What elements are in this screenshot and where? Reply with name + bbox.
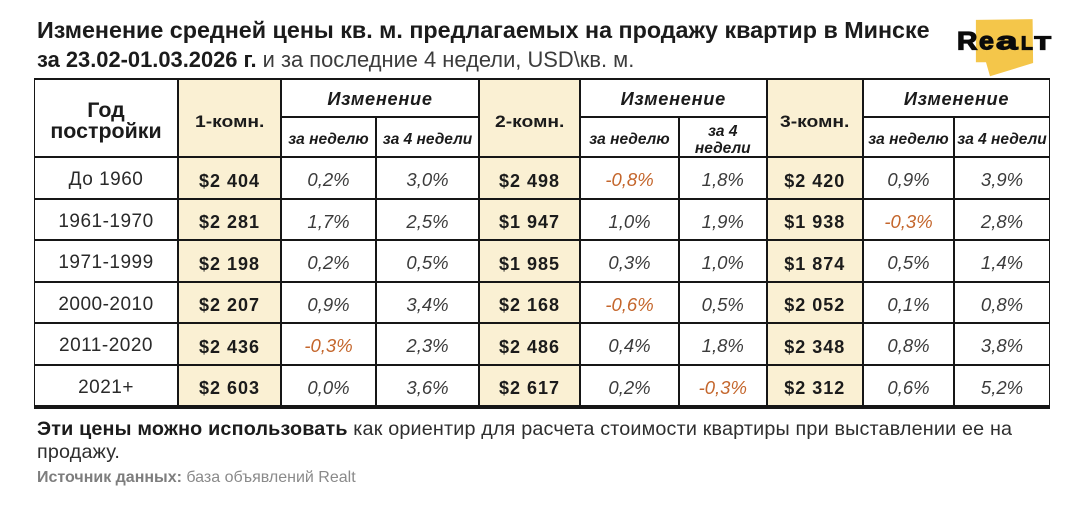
svg-text:R: R (957, 28, 977, 56)
svg-text:L: L (1021, 34, 1033, 54)
svg-text:a: a (996, 28, 1019, 56)
svg-text:T: T (1035, 34, 1051, 54)
svg-text:e: e (979, 28, 994, 56)
